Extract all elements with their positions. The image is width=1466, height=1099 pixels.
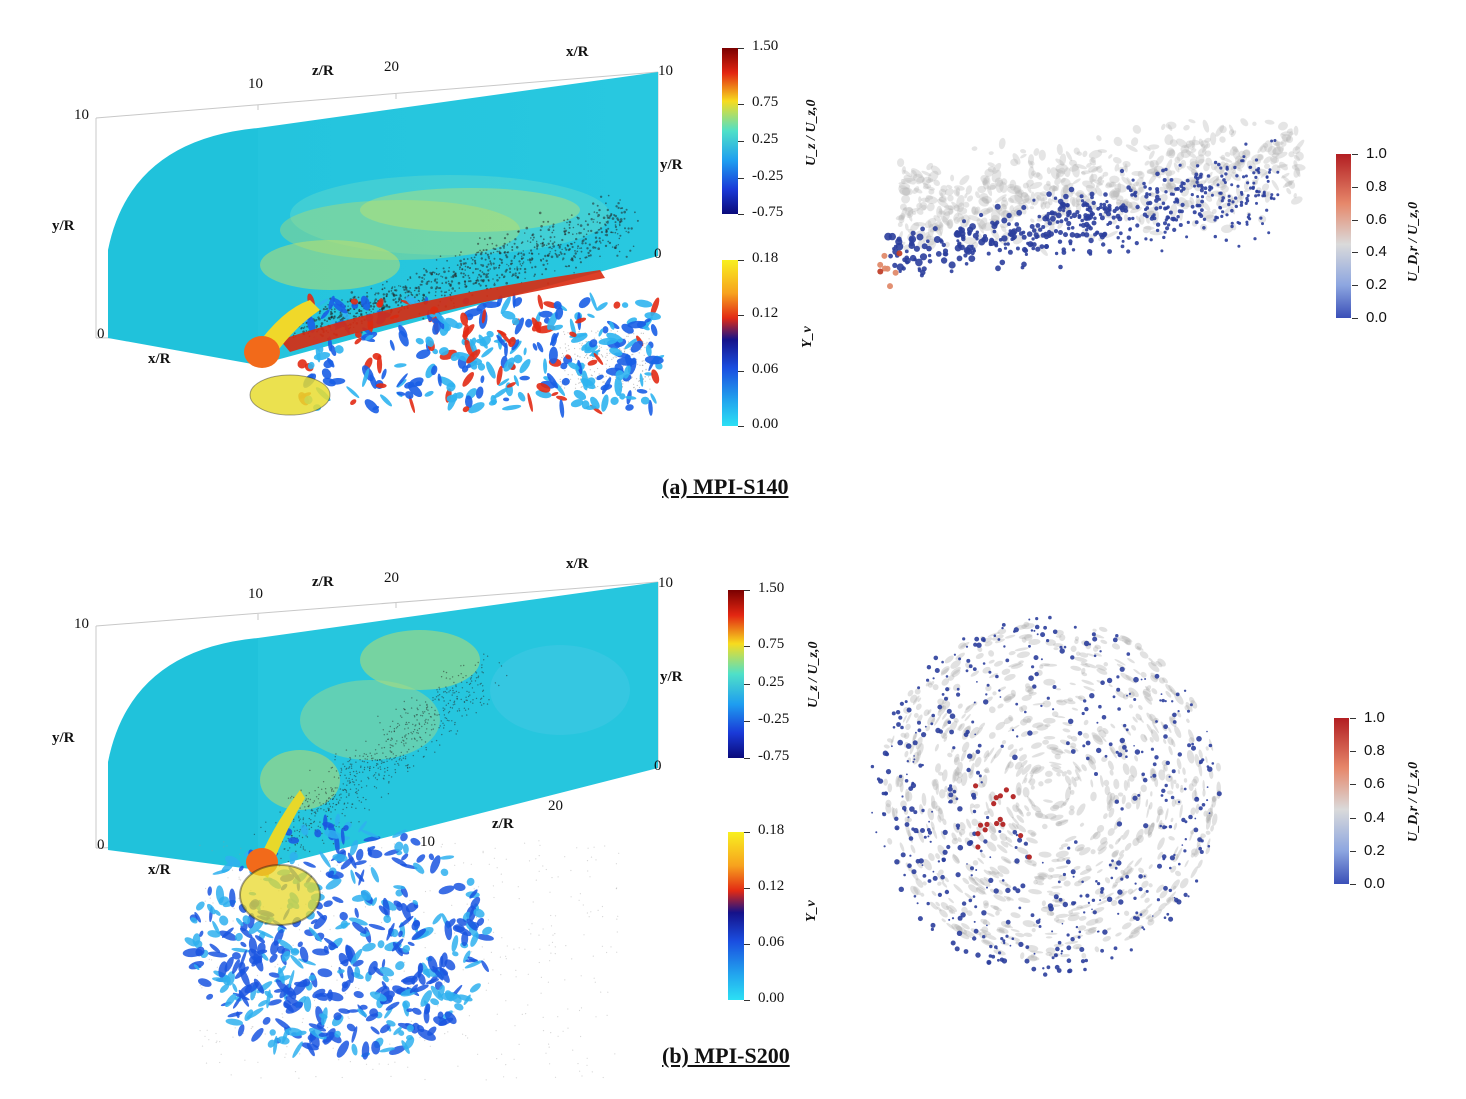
tick-y-0-right: 0 — [654, 758, 662, 774]
spray-particles-b — [199, 653, 620, 1081]
vapor-colorbar-gradient — [722, 260, 738, 426]
droplet-tick: 0.8 — [1366, 178, 1387, 195]
panel-caption-b: (b) MPI-S200 — [662, 1043, 790, 1068]
velocity-tick: -0.75 — [752, 204, 784, 220]
velocity-colorbar-title: U_z / U_z,0 — [806, 641, 821, 708]
axis-label-z-inner: z/R — [492, 816, 514, 832]
velocity-colorbar-gradient — [722, 48, 738, 214]
velocity-tick: 1.50 — [752, 38, 779, 54]
vapor-colorbar-gradient — [728, 832, 744, 1000]
simulation-view-a — [95, 71, 1306, 418]
tick-y-10: 10 — [74, 616, 89, 632]
axis-label-y-right: y/R — [660, 157, 683, 173]
tick-z-20: 20 — [384, 59, 399, 75]
axis-label-x-top: x/R — [566, 44, 589, 60]
velocity-tick: -0.25 — [752, 168, 784, 184]
vapor-tick: 0.12 — [758, 878, 785, 894]
droplet-tick: 1.0 — [1366, 145, 1387, 162]
vapor-tick: 0.12 — [752, 305, 779, 321]
vapor-tick: 0.06 — [758, 934, 785, 950]
panel-a: z/R x/R y/R y/R x/R 10 20 10 10 0 0 1.50… — [0, 0, 1466, 520]
velocity-tick: -0.25 — [758, 711, 790, 727]
panel-caption-a: (a) MPI-S140 — [662, 474, 789, 499]
droplet-colorbar-title: U_D,r / U_z,0 — [1406, 761, 1421, 842]
vapor-tick: 0.00 — [758, 990, 785, 1006]
tick-y-10: 10 — [74, 107, 89, 123]
droplet-tick: 0.4 — [1364, 809, 1385, 826]
velocity-field-b — [260, 630, 630, 810]
simulation-view-b — [95, 581, 1222, 1081]
velocity-field-a — [260, 175, 610, 290]
velocity-colorbar-title: U_z / U_z,0 — [804, 99, 819, 166]
tick-x-10: 10 — [658, 63, 673, 79]
droplet-cloud-b — [870, 615, 1222, 977]
velocity-tick: 0.75 — [752, 94, 779, 110]
axis-label-z: z/R — [312, 574, 334, 590]
velocity-tick: -0.75 — [758, 748, 790, 764]
iso-surfaces-a — [297, 292, 665, 418]
droplet-colorbar-gradient — [1334, 718, 1349, 884]
velocity-tick: 1.50 — [758, 580, 785, 596]
droplet-tick: 0.2 — [1366, 276, 1387, 293]
tick-x-10: 10 — [658, 575, 673, 591]
spray-particles-a — [292, 194, 651, 391]
axis-label-y-left: y/R — [52, 218, 75, 234]
red-streak-a — [280, 270, 605, 352]
droplet-colorbar-title: U_D,r / U_z,0 — [1406, 201, 1421, 282]
tick-z-10: 10 — [248, 586, 263, 602]
velocity-tick: 0.75 — [758, 636, 785, 652]
domain-side-wall-a — [258, 72, 658, 365]
tick-y-0-right: 0 — [654, 246, 662, 262]
droplet-cloud-a — [877, 118, 1306, 290]
panel-b: z/R x/R y/R y/R x/R z/R 10 20 10 10 0 0 … — [0, 540, 1466, 1099]
vapor-colorbar-title: Y_v — [800, 326, 815, 348]
vapor-colorbar-title: Y_v — [804, 900, 819, 922]
tick-z-10: 10 — [248, 76, 263, 92]
vapor-tick: 0.18 — [758, 822, 785, 838]
axis-label-y-right: y/R — [660, 669, 683, 685]
axis-label-x-bottom: x/R — [148, 351, 171, 367]
droplet-tick: 0.0 — [1366, 309, 1387, 326]
tick-z-20: 20 — [384, 570, 399, 586]
velocity-colorbar-gradient — [728, 590, 744, 758]
velocity-tick: 0.25 — [752, 131, 779, 147]
droplet-tick: 0.4 — [1366, 243, 1387, 260]
domain-front-face-b — [108, 638, 258, 870]
axis-label-x-top: x/R — [566, 556, 589, 572]
tick-y-0: 0 — [97, 837, 105, 853]
tick-y-0: 0 — [97, 326, 105, 342]
velocity-tick: 0.25 — [758, 674, 785, 690]
vapor-tick: 0.18 — [752, 250, 779, 266]
axis-label-y-left: y/R — [52, 730, 75, 746]
tick-z-20-inner: 20 — [548, 798, 563, 814]
droplet-tick: 0.6 — [1364, 775, 1385, 792]
vapor-tick: 0.00 — [752, 416, 779, 432]
droplet-colorbar-gradient — [1336, 154, 1351, 318]
droplet-tick: 0.0 — [1364, 875, 1385, 892]
droplet-tick: 0.6 — [1366, 211, 1387, 228]
domain-front-face-a — [108, 128, 258, 365]
vapor-tick: 0.06 — [752, 361, 779, 377]
axis-label-x-bottom: x/R — [148, 862, 171, 878]
tick-z-10-inner: 10 — [420, 834, 435, 850]
axis-label-z: z/R — [312, 63, 334, 79]
droplet-tick: 0.8 — [1364, 742, 1385, 759]
droplet-tick: 1.0 — [1364, 709, 1385, 726]
droplet-tick: 0.2 — [1364, 842, 1385, 859]
nozzle-a — [244, 336, 280, 368]
